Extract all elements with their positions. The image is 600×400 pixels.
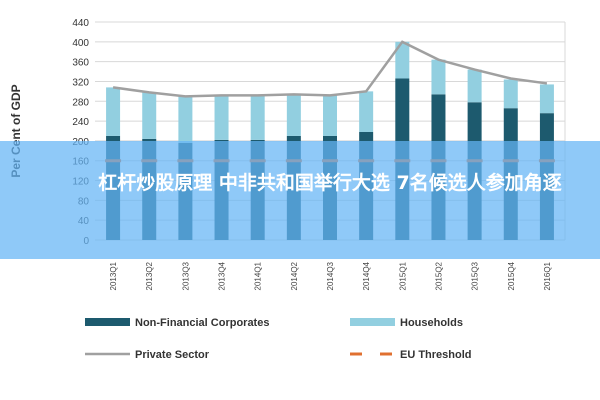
y-tick-label: 280: [72, 97, 89, 108]
x-tick-label: 2013Q3: [181, 261, 190, 290]
y-tick-label: 240: [72, 117, 89, 128]
y-tick-label: 360: [72, 58, 89, 69]
overlay-banner: [0, 141, 600, 259]
bar-households: [323, 95, 337, 136]
x-tick-label: 2013Q4: [218, 261, 227, 290]
x-tick-label: 2015Q3: [471, 261, 480, 290]
bar-households: [539, 84, 554, 114]
bar-households: [286, 94, 301, 136]
legend-swatch: [85, 318, 130, 326]
legend-label: Private Sector: [135, 349, 210, 361]
bar-households: [250, 95, 265, 140]
x-tick-label: 2015Q1: [398, 261, 407, 290]
legend-label: Households: [400, 317, 463, 329]
y-tick-label: 400: [72, 38, 89, 49]
x-tick-label: 2016Q1: [543, 261, 552, 290]
x-tick-label: 2014Q3: [326, 261, 335, 290]
bar-households: [142, 92, 157, 139]
private-sector-line: [112, 40, 548, 98]
x-tick-label: 2015Q2: [434, 261, 443, 290]
legend-label: Non-Financial Corporates: [135, 317, 269, 329]
x-tick-label: 2014Q2: [290, 261, 299, 290]
x-tick-label: 2014Q1: [254, 261, 263, 290]
bar-households: [214, 95, 229, 140]
y-tick-label: 320: [72, 77, 89, 88]
bar-households: [467, 69, 482, 103]
bar-households: [431, 59, 446, 95]
legend-label: EU Threshold: [400, 349, 472, 361]
x-tick-label: 2013Q2: [145, 261, 154, 290]
x-tick-label: 2015Q4: [507, 261, 516, 290]
bar-households: [503, 79, 518, 109]
bar-households: [106, 87, 121, 136]
bar-households: [395, 41, 410, 79]
legend-swatch: [350, 318, 395, 326]
y-tick-label: 440: [72, 18, 89, 29]
x-tick-label: 2013Q1: [109, 261, 118, 290]
bar-households: [178, 96, 193, 143]
x-tick-label: 2014Q4: [362, 261, 371, 290]
bar-households: [359, 91, 374, 132]
overlay-headline: 杠杆炒股原理 中非共和国举行大选 7名候选人参加角逐: [98, 172, 562, 194]
